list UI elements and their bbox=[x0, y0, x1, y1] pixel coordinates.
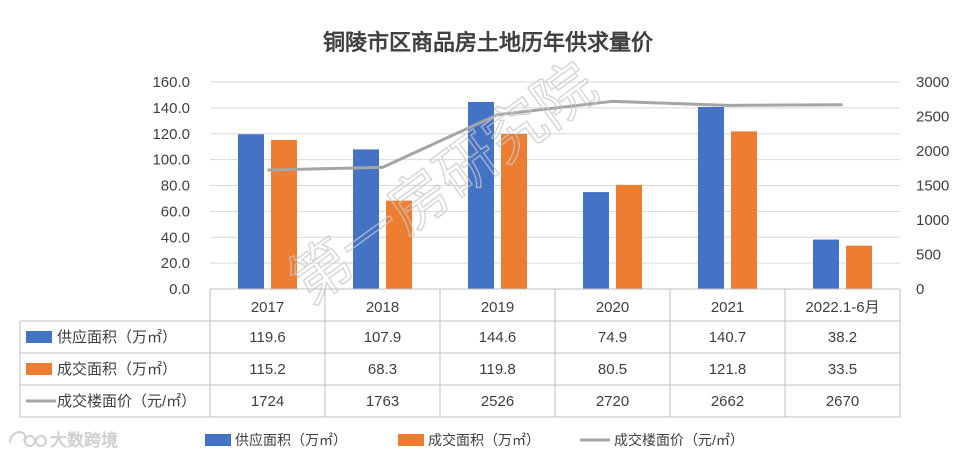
bar-deal bbox=[616, 184, 642, 289]
table-cell: 38.2 bbox=[828, 329, 857, 346]
category-label: 2020 bbox=[596, 299, 629, 316]
left-y-axis-ticks: 0.0 20.0 40.0 60.0 80.0 100.0 120.0 140.0 160.0 bbox=[152, 74, 190, 298]
right-tick-label: 3000 bbox=[916, 74, 949, 91]
left-tick-label: 60.0 bbox=[161, 203, 190, 220]
legend-label: 成交楼面价（元/㎡） bbox=[614, 432, 744, 448]
category-label: 2017 bbox=[251, 299, 284, 316]
table-cell: 1724 bbox=[251, 393, 284, 410]
table-cell: 140.7 bbox=[709, 329, 747, 346]
legend: 供应面积（万㎡） 成交面积（万㎡） 成交楼面价（元/㎡） bbox=[205, 432, 744, 448]
legend-label: 供应面积（万㎡） bbox=[235, 432, 347, 448]
right-tick-label: 1500 bbox=[916, 178, 949, 195]
bar-supply bbox=[813, 239, 839, 289]
chart-title: 铜陵市区商品房土地历年供求量价 bbox=[323, 30, 654, 55]
bar-deal bbox=[846, 245, 872, 289]
right-tick-label: 500 bbox=[916, 247, 941, 264]
table-cell: 119.6 bbox=[249, 329, 285, 346]
category-label: 2021 bbox=[711, 299, 744, 316]
left-tick-label: 100.0 bbox=[152, 152, 190, 169]
table-cell: 2662 bbox=[711, 393, 744, 410]
bar-supply bbox=[468, 101, 494, 289]
bar-deal bbox=[386, 200, 412, 289]
right-tick-label: 2000 bbox=[916, 143, 949, 160]
series-line-price bbox=[267, 99, 843, 172]
legend-swatch bbox=[205, 434, 231, 446]
table-cell: 107.9 bbox=[364, 329, 402, 346]
table-cell: 119.8 bbox=[479, 361, 515, 378]
table-cell: 121.8 bbox=[709, 361, 747, 378]
bars bbox=[238, 101, 872, 289]
gridlines bbox=[210, 81, 900, 264]
right-tick-label: 0 bbox=[916, 281, 924, 298]
logo-text: 大数跨境 bbox=[50, 430, 118, 450]
right-tick-label: 1000 bbox=[916, 212, 949, 229]
bar-supply bbox=[698, 106, 724, 289]
row-label: 成交面积（万㎡） bbox=[57, 360, 177, 378]
table-cell: 144.6 bbox=[479, 329, 517, 346]
left-tick-label: 140.0 bbox=[152, 100, 190, 117]
right-tick-label: 2500 bbox=[916, 109, 949, 126]
bar-supply bbox=[583, 192, 609, 289]
bar-deal bbox=[271, 139, 297, 289]
weibo-style-eye-icon bbox=[9, 431, 47, 447]
watermark-text: 第一房研究院 bbox=[278, 51, 609, 317]
price-line bbox=[267, 99, 843, 172]
left-tick-label: 40.0 bbox=[161, 229, 190, 246]
table-cell: 80.5 bbox=[598, 361, 627, 378]
table-legend-key bbox=[26, 363, 52, 375]
left-tick-label: 120.0 bbox=[152, 126, 190, 143]
table-cell: 68.3 bbox=[368, 361, 397, 378]
row-label: 供应面积（万㎡） bbox=[57, 328, 177, 346]
right-y-axis-ticks: 0 500 1000 1500 2000 2500 3000 bbox=[916, 74, 949, 298]
category-label: 2018 bbox=[366, 299, 399, 316]
table-cell: 33.5 bbox=[828, 361, 857, 378]
table-cell: 115.2 bbox=[249, 361, 285, 378]
legend-label: 成交面积（万㎡） bbox=[428, 432, 540, 448]
table-cell: 74.9 bbox=[598, 329, 627, 346]
row-label: 成交楼面价（元/㎡） bbox=[57, 392, 196, 410]
table-cell: 2720 bbox=[596, 393, 629, 410]
source-logo: 大数跨境 bbox=[9, 430, 118, 450]
table-cell: 2526 bbox=[481, 393, 514, 410]
left-tick-label: 80.0 bbox=[161, 178, 190, 195]
bar-deal bbox=[731, 131, 757, 289]
legend-swatch bbox=[398, 434, 424, 446]
table-cell: 1763 bbox=[366, 393, 399, 410]
table-cell: 2670 bbox=[826, 393, 859, 410]
bar-supply bbox=[353, 149, 379, 289]
table-legend-key bbox=[26, 331, 52, 343]
bar-supply bbox=[238, 134, 264, 289]
left-tick-label: 160.0 bbox=[152, 74, 190, 91]
left-tick-label: 20.0 bbox=[161, 255, 190, 272]
watermark: 第一房研究院 bbox=[277, 50, 609, 317]
category-label: 2022.1-6月 bbox=[805, 299, 879, 316]
left-tick-label: 0.0 bbox=[169, 281, 190, 298]
bar-deal bbox=[501, 134, 527, 289]
category-label: 2019 bbox=[481, 299, 514, 316]
